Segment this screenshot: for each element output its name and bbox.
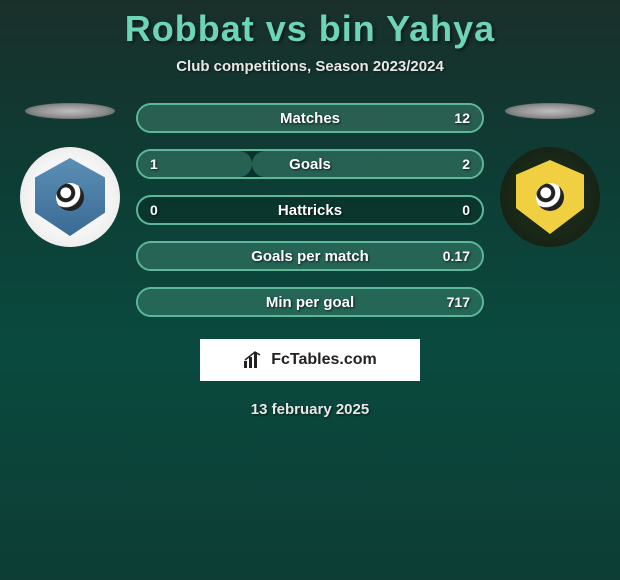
stat-bar: 1Goals2 [136,149,484,179]
stat-label: Goals per match [188,248,432,265]
player-right-column [490,103,610,247]
branding-box: FcTables.com [200,339,420,381]
stat-right-value: 717 [432,294,482,310]
stat-right-value: 0.17 [432,248,482,264]
team-left-crest [20,147,120,247]
branding-text: FcTables.com [271,351,377,369]
ball-icon [56,183,84,211]
stat-right-value: 2 [432,156,482,172]
shield-icon [516,160,584,234]
subtitle: Club competitions, Season 2023/2024 [0,58,620,75]
comparison-row: Matches121Goals20Hattricks0Goals per mat… [0,103,620,333]
stats-column: Matches121Goals20Hattricks0Goals per mat… [136,103,484,333]
player-right-silhouette [505,103,595,119]
stat-label: Goals [188,156,432,173]
bars-icon [243,351,265,369]
page-title: Robbat vs bin Yahya [0,0,620,50]
date-text: 13 february 2025 [0,401,620,418]
stat-label: Matches [188,110,432,127]
stat-left-value: 1 [138,156,188,172]
stat-label: Hattricks [188,202,432,219]
stat-right-value: 12 [432,110,482,126]
ball-icon [536,183,564,211]
stat-left-value: 0 [138,202,188,218]
stat-right-value: 0 [432,202,482,218]
team-right-crest [500,147,600,247]
shield-icon [35,158,105,236]
player-left-silhouette [25,103,115,119]
stat-bar: 0Hattricks0 [136,195,484,225]
player-left-column [10,103,130,247]
stat-bar: Min per goal717 [136,287,484,317]
stat-bar: Matches12 [136,103,484,133]
stat-bar: Goals per match0.17 [136,241,484,271]
stat-label: Min per goal [188,294,432,311]
